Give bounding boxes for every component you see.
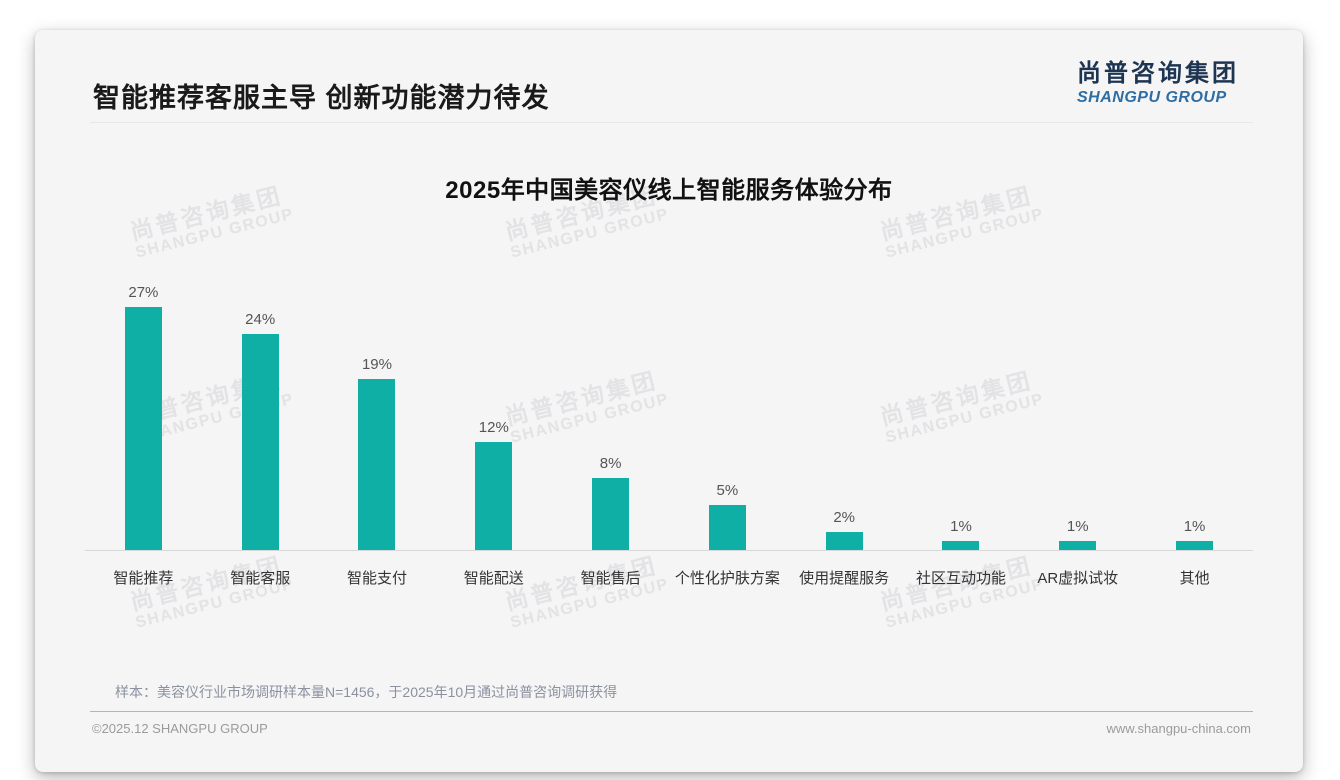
category-label: 智能支付 bbox=[346, 570, 407, 587]
bar-value-label: 27% bbox=[128, 284, 159, 301]
bar-column: 12% bbox=[435, 419, 552, 550]
sample-note: 样本：美容仪行业市场调研样本量N=1456，于2025年10月通过尚普咨询调研获… bbox=[115, 684, 618, 700]
bar-column: 27% bbox=[85, 284, 202, 550]
header-divider bbox=[90, 122, 1253, 123]
footer: ©2025.12 SHANGPU GROUP www.shangpu-china… bbox=[92, 721, 1251, 736]
bar bbox=[475, 442, 513, 550]
category-label: 其他 bbox=[1179, 570, 1210, 587]
bar-value-label: 2% bbox=[833, 509, 856, 526]
bar bbox=[825, 532, 863, 550]
footer-divider bbox=[90, 711, 1253, 712]
copyright-text: ©2025.12 SHANGPU GROUP bbox=[92, 721, 268, 736]
logo-chinese-text: 尚普咨询集团 bbox=[1077, 60, 1239, 87]
watermark-english-text: SHANGPU GROUP bbox=[133, 206, 296, 263]
bar-value-label: 5% bbox=[716, 482, 739, 499]
category-labels-row: 智能推荐 智能客服 智能支付 智能配送 智能售后 个性化护肤方案 使用提醒服务 社区互动功能 A… bbox=[85, 551, 1253, 588]
category-label: 智能客服 bbox=[230, 570, 291, 587]
category-label: AR虚拟试妆 bbox=[1037, 570, 1119, 587]
bar bbox=[358, 379, 396, 550]
bar-column: 24% bbox=[202, 311, 319, 550]
bar-value-label: 1% bbox=[1183, 518, 1206, 535]
bars-row: 27% 24% 19% 12% 8% 5% 2% 1% 1% 1% bbox=[85, 280, 1253, 551]
bar-column: 1% bbox=[1019, 518, 1136, 550]
chart-title: 2025年中国美容仪线上智能服务体验分布 bbox=[445, 177, 893, 204]
bar bbox=[942, 541, 980, 550]
bar bbox=[1059, 541, 1097, 550]
company-logo: 尚普咨询集团 SHANGPU GROUP bbox=[1077, 60, 1239, 106]
bar-value-label: 24% bbox=[245, 311, 276, 328]
website-url: www.shangpu-china.com bbox=[1106, 721, 1251, 736]
category-label: 智能配送 bbox=[463, 570, 524, 587]
bar-chart: 27% 24% 19% 12% 8% 5% 2% 1% 1% 1% 智能推荐 智能客服 智能支付 智能配… bbox=[85, 280, 1253, 588]
category-label: 智能推荐 bbox=[113, 570, 174, 587]
category-label: 智能售后 bbox=[580, 570, 641, 587]
bar-column: 2% bbox=[786, 509, 903, 550]
logo-english-text: SHANGPU GROUP bbox=[1077, 88, 1227, 106]
bar bbox=[592, 478, 630, 550]
bar-value-label: 12% bbox=[478, 419, 509, 436]
bar-column: 5% bbox=[669, 482, 786, 550]
slide-card: 尚普咨询集团 SHANGPU GROUP 尚普咨询集团 SHANGPU GROUP 尚普… bbox=[35, 30, 1303, 772]
bar bbox=[1176, 541, 1214, 550]
bar-value-label: 19% bbox=[361, 356, 392, 373]
bar-value-label: 1% bbox=[950, 518, 972, 535]
page-title: 智能推荐客服主导 创新功能潜力待发 bbox=[93, 83, 550, 113]
bar bbox=[241, 334, 279, 550]
bar-value-label: 8% bbox=[599, 455, 622, 472]
bar bbox=[124, 307, 162, 550]
bar-column: 8% bbox=[552, 455, 669, 550]
bar-column: 1% bbox=[1136, 518, 1253, 550]
bar-column: 1% bbox=[903, 518, 1020, 550]
category-label: 个性化护肤方案 bbox=[674, 570, 780, 587]
bar-value-label: 1% bbox=[1066, 518, 1089, 535]
category-label: 社区互动功能 bbox=[915, 570, 1006, 587]
category-label: 使用提醒服务 bbox=[799, 570, 890, 587]
watermark-english-text: SHANGPU GROUP bbox=[508, 206, 671, 263]
bar bbox=[708, 505, 746, 550]
watermark-english-text: SHANGPU GROUP bbox=[883, 206, 1046, 263]
bar-column: 19% bbox=[319, 356, 436, 550]
